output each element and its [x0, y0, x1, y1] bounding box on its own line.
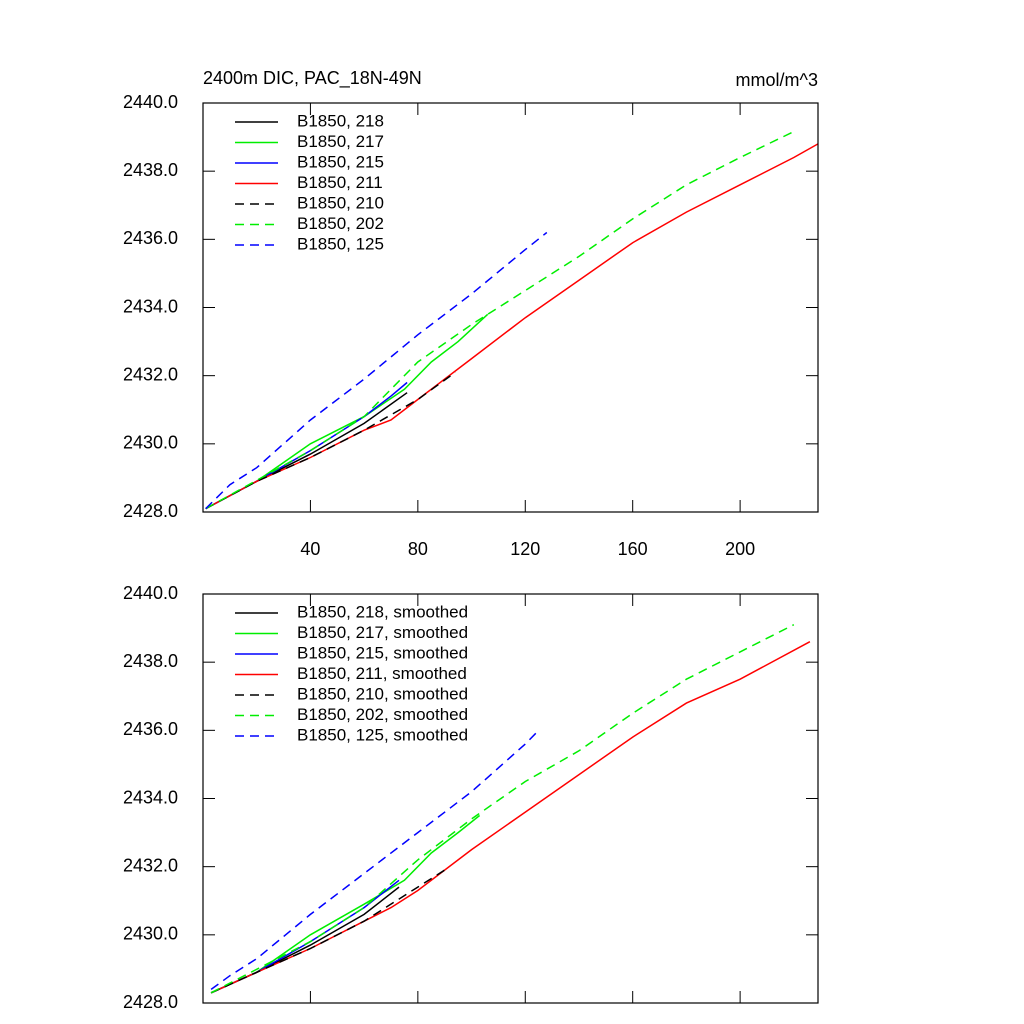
plot-frame [202, 102, 819, 513]
data-line [210, 814, 481, 994]
legend-label: B1850, 125, smoothed [297, 725, 468, 744]
plot-frame [202, 593, 819, 1004]
data-line [210, 729, 540, 991]
y-tick-label: 2432.0 [123, 855, 178, 875]
data-line [205, 381, 408, 510]
y-tick-label: 2430.0 [123, 924, 178, 944]
y-tick-label: 2436.0 [123, 719, 178, 739]
legend-label: B1850, 210 [297, 193, 384, 212]
y-tick-label: 2438.0 [123, 160, 178, 180]
data-line [210, 624, 795, 994]
y-tick-label: 2434.0 [123, 296, 178, 316]
x-tick-label: 120 [510, 539, 540, 559]
legend-label: B1850, 125 [297, 234, 384, 253]
y-tick-label: 2428.0 [123, 501, 178, 521]
x-tick-label: 160 [618, 539, 648, 559]
y-tick-label: 2434.0 [123, 787, 178, 807]
legend-label: B1850, 217 [297, 132, 384, 151]
data-line [210, 879, 400, 994]
y-tick-label: 2436.0 [123, 228, 178, 248]
x-tick-label: 40 [300, 539, 320, 559]
y-tick-label: 2428.0 [123, 992, 178, 1012]
legend-label: B1850, 218 [297, 111, 384, 130]
y-tick-label: 2432.0 [123, 364, 178, 384]
legend-label: B1850, 218, smoothed [297, 602, 468, 621]
legend-label: B1850, 210, smoothed [297, 684, 468, 703]
legend-label: B1850, 217, smoothed [297, 623, 468, 642]
x-tick-label: 200 [725, 539, 755, 559]
legend-label: B1850, 215 [297, 152, 384, 171]
chart-title: 2400m DIC, PAC_18N-49N [203, 68, 422, 89]
y-tick-label: 2440.0 [123, 92, 178, 112]
y-tick-label: 2430.0 [123, 433, 178, 453]
legend-label: B1850, 215, smoothed [297, 643, 468, 662]
y-tick-label: 2440.0 [123, 583, 178, 603]
data-line [205, 231, 548, 510]
data-line [210, 869, 446, 994]
units-label: mmol/m^3 [736, 70, 818, 90]
data-line [205, 129, 797, 510]
legend-label: B1850, 211 [297, 173, 383, 192]
y-tick-label: 2438.0 [123, 651, 178, 671]
legend-label: B1850, 202, smoothed [297, 705, 468, 724]
legend-label: B1850, 202 [297, 214, 384, 233]
legend-label: B1850, 211, smoothed [297, 664, 467, 683]
x-tick-label: 80 [408, 539, 428, 559]
